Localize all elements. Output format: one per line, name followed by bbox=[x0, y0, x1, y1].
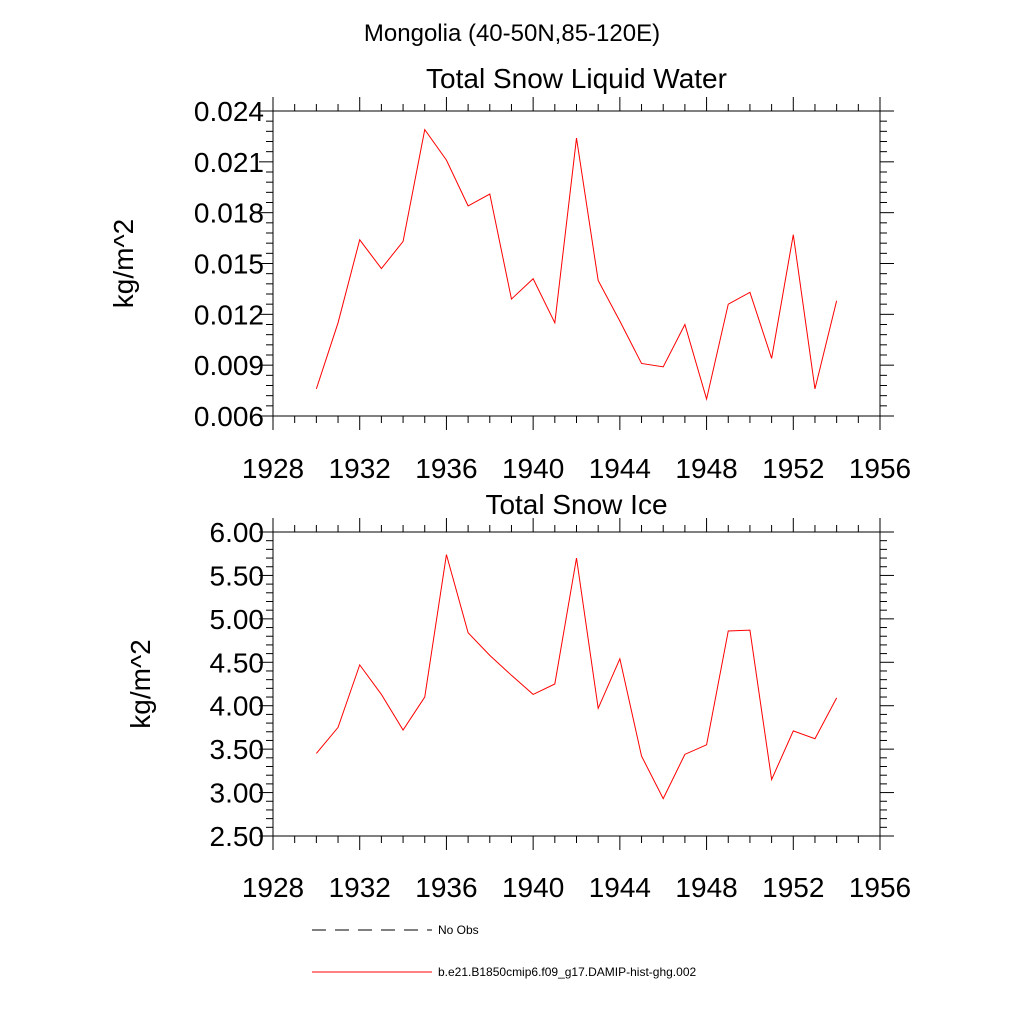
y-tick-label: 4.00 bbox=[210, 691, 265, 722]
y-tick-label: 2.50 bbox=[210, 821, 265, 852]
figure-title: Mongolia (40-50N,85-120E) bbox=[364, 20, 660, 47]
y-tick-label: 0.006 bbox=[194, 401, 264, 432]
x-tick-label: 1940 bbox=[502, 453, 564, 484]
y-tick-label: 3.00 bbox=[210, 778, 265, 809]
y-tick-label: 5.00 bbox=[210, 604, 265, 635]
series-line bbox=[315, 128, 838, 402]
panel-snow-liquid-water: Total Snow Liquid Water 1928 1932 1936 1940 1… bbox=[108, 63, 911, 484]
legend-label-no-obs: No Obs bbox=[438, 923, 479, 937]
y-tick-label: 0.012 bbox=[194, 299, 264, 330]
x-tick-label: 1956 bbox=[849, 872, 911, 903]
x-tick-label: 1944 bbox=[589, 453, 651, 484]
x-tick-label: 1928 bbox=[242, 872, 304, 903]
x-tick-label: 1956 bbox=[849, 453, 911, 484]
x-tick-label: 1948 bbox=[675, 453, 737, 484]
y-tick-label: 3.50 bbox=[210, 734, 265, 765]
y-axis-label: kg/m^2 bbox=[108, 219, 139, 308]
x-tick-label: 1948 bbox=[675, 872, 737, 903]
plot-title: Total Snow Ice bbox=[485, 489, 667, 520]
y-tick-label: 0.021 bbox=[194, 147, 264, 178]
legend: No Obs b.e21.B1850cmip6.f09_g17.DAMIP-hi… bbox=[312, 923, 696, 979]
y-axis-label: kg/m^2 bbox=[125, 639, 156, 728]
x-tick-label: 1932 bbox=[329, 453, 391, 484]
x-tick-label: 1944 bbox=[589, 872, 651, 903]
x-tick-label: 1940 bbox=[502, 872, 564, 903]
series-line bbox=[315, 554, 838, 800]
x-tick-label: 1936 bbox=[415, 453, 477, 484]
y-tick-label: 6.00 bbox=[210, 517, 265, 548]
y-tick-label: 0.018 bbox=[194, 198, 264, 229]
y-tick-label: 0.015 bbox=[194, 249, 264, 280]
plot-frame bbox=[272, 531, 881, 837]
y-tick-label: 0.009 bbox=[194, 350, 264, 381]
legend-label-model-run: b.e21.B1850cmip6.f09_g17.DAMIP-hist-ghg.… bbox=[438, 965, 696, 979]
plot-frame bbox=[272, 110, 881, 417]
x-tick-label: 1932 bbox=[329, 872, 391, 903]
x-tick-label: 1952 bbox=[762, 872, 824, 903]
y-tick-label: 0.024 bbox=[194, 96, 264, 127]
x-tick-label: 1952 bbox=[762, 453, 824, 484]
y-tick-label: 4.50 bbox=[210, 647, 265, 678]
x-tick-label: 1936 bbox=[415, 872, 477, 903]
y-tick-label: 5.50 bbox=[210, 560, 265, 591]
panel-snow-ice: Total Snow Ice 1928 1932 1936 1940 1944 1948 19… bbox=[125, 489, 911, 903]
x-tick-label: 1928 bbox=[242, 453, 304, 484]
plot-title: Total Snow Liquid Water bbox=[426, 63, 727, 94]
